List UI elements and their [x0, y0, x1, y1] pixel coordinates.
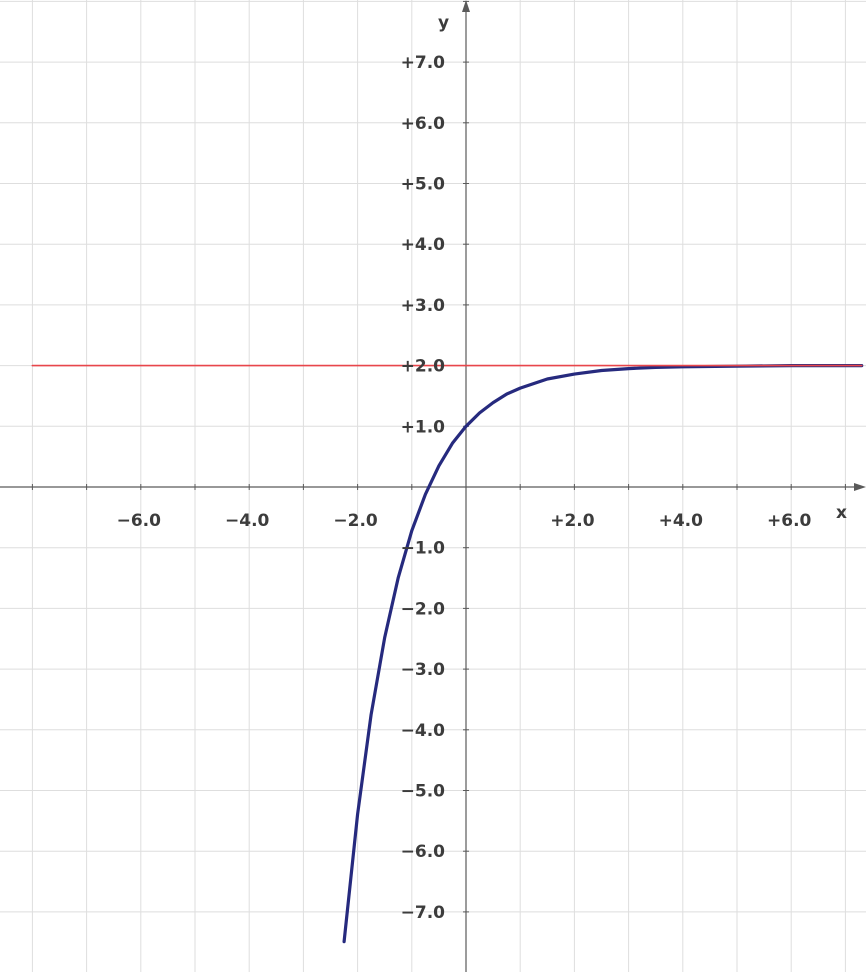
y-tick-label: −3.0	[401, 660, 446, 680]
y-tick-label: −5.0	[401, 782, 446, 802]
y-axis-arrow	[462, 0, 470, 12]
y-tick-label: −6.0	[401, 842, 446, 862]
y-tick-label: +2.0	[401, 357, 446, 377]
function-curve	[342, 364, 864, 944]
x-tick-label: +4.0	[659, 511, 704, 531]
y-tick-label: +4.0	[401, 235, 446, 255]
y-tick-label: +1.0	[401, 417, 446, 437]
tick-labels: −6.0 −4.0 −2.0 +2.0 +4.0 +6.0 +7.0 +6.0 +5.0 +4.0…	[117, 53, 812, 923]
x-axis-arrow	[854, 483, 866, 491]
y-tick-label: +6.0	[401, 114, 446, 134]
y-tick-label: −4.0	[401, 721, 446, 741]
y-tick-label: +7.0	[401, 53, 446, 73]
y-tick-label: −2.0	[401, 599, 446, 619]
y-tick-label: +5.0	[401, 175, 446, 195]
series-layer	[31, 364, 864, 944]
y-tick-label: −1.0	[401, 539, 446, 559]
x-axis-label: x	[836, 503, 847, 523]
x-tick-label: −4.0	[225, 511, 270, 531]
y-axis-label: y	[438, 13, 449, 33]
x-tick-label: +6.0	[767, 511, 812, 531]
y-tick-label: +3.0	[401, 296, 446, 316]
x-tick-label: −6.0	[117, 511, 162, 531]
y-tick-label: −7.0	[401, 903, 446, 923]
x-tick-label: −2.0	[333, 511, 378, 531]
x-tick-label: +2.0	[550, 511, 595, 531]
